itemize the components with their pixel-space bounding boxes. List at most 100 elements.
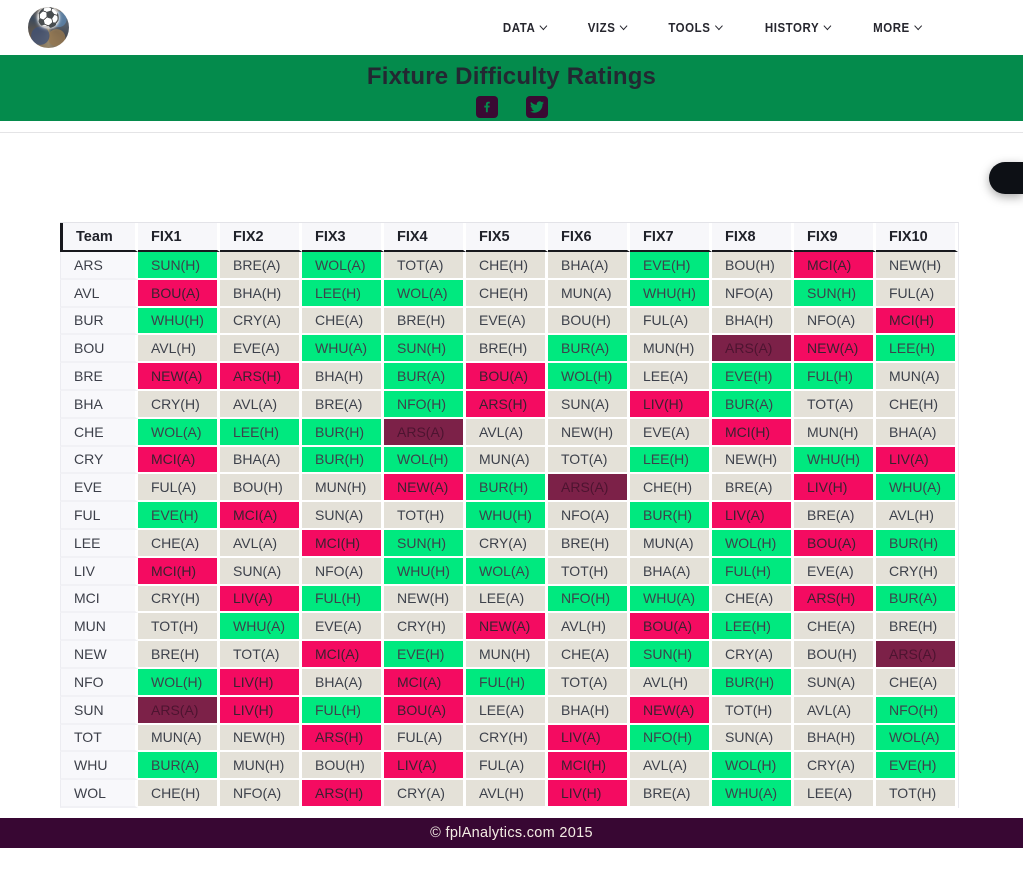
fixture-cell: AVL(A) [466,418,548,447]
table-row: FUL EVE(H) MCI(A) SUN(A) TOT(H) WHU(H) NFO(A) B… [60,502,958,530]
fixture-cell: LEE(H) [302,279,384,308]
fixture-cell: TOT(A) [794,390,876,419]
column-header-fix: FIX9 [794,223,876,252]
table-row: BHA CRY(H) AVL(A) BRE(A) NFO(H) ARS(H) SUN(A) L… [60,390,958,419]
fixture-cell: EVE(H) [876,752,958,781]
fixture-cell: EVE(H) [138,502,220,530]
fixture-cell: CRY(H) [138,390,220,419]
fixture-cell: AVL(H) [630,668,712,697]
nav-item-history[interactable]: HISTORY [765,21,832,35]
fixture-cell: BRE(H) [384,307,466,336]
team-cell: CRY [60,446,138,475]
fixture-cell: LEE(H) [712,613,794,642]
twitter-icon[interactable] [525,96,548,118]
fixture-cell: TOT(H) [384,502,466,530]
fixture-cell: BUR(H) [876,529,958,558]
fixture-cell: BRE(H) [138,641,220,669]
team-cell: BOU [60,335,138,364]
column-header-team: Team [60,223,138,252]
fixture-cell: LEE(A) [794,780,876,808]
fixture-cell: EVE(A) [630,418,712,447]
column-header-fix: FIX4 [384,223,466,252]
site-logo[interactable]: ⚽ [28,7,69,48]
fixture-cell: LIV(A) [384,752,466,781]
fixture-cell: CRY(H) [876,557,958,586]
fixture-cell: AVL(A) [220,529,302,558]
fixture-cell: BHA(A) [630,557,712,586]
fixture-cell: NEW(A) [384,474,466,503]
fixture-cell: FUL(A) [384,724,466,753]
fixture-cell: CRY(H) [138,585,220,614]
fixture-cell: LIV(A) [220,585,302,614]
social-links [0,96,1023,118]
fixture-cell: LEE(H) [220,418,302,447]
fixture-cell: LEE(H) [876,335,958,364]
nav-item-tools[interactable]: TOOLS [668,21,723,35]
fixture-cell: MCI(H) [712,418,794,447]
fixture-cell: BOU(H) [220,474,302,503]
facebook-icon[interactable] [475,96,498,118]
fixture-cell: MCI(H) [302,529,384,558]
fixture-cell: BHA(H) [302,363,384,391]
fixture-cell: WOL(H) [712,529,794,558]
fixture-cell: FUL(A) [630,307,712,336]
table-row: EVE FUL(A) BOU(H) MUN(H) NEW(A) BUR(H) ARS(A) C… [60,474,958,503]
fixture-cell: NEW(A) [138,363,220,391]
fixture-cell: BHA(A) [220,446,302,475]
fixture-cell: NEW(H) [548,418,630,447]
nav-item-data[interactable]: DATA [503,21,548,35]
fixture-cell: WOL(A) [876,724,958,753]
fixture-cell: SUN(H) [138,252,220,280]
fixture-cell: EVE(H) [712,363,794,391]
fixture-cell: TOT(A) [384,252,466,280]
fixture-cell: BHA(H) [712,307,794,336]
fixture-cell: WHU(H) [384,557,466,586]
fixture-cell: BRE(A) [630,780,712,808]
fixture-cell: CHE(A) [794,613,876,642]
fixture-cell: NFO(H) [384,390,466,419]
team-cell: EVE [60,474,138,503]
fixture-cell: BRE(H) [466,335,548,364]
fixture-cell: NEW(A) [630,696,712,725]
fixture-cell: NFO(A) [548,502,630,530]
fixture-cell: MUN(H) [630,335,712,364]
team-cell: LEE [60,529,138,558]
fixture-cell: ARS(H) [466,390,548,419]
column-header-fix: FIX10 [876,223,958,252]
fixture-cell: SUN(A) [220,557,302,586]
nav-item-more[interactable]: MORE [873,21,923,35]
fixture-cell: FUL(H) [302,696,384,725]
table-row: BUR WHU(H) CRY(A) CHE(A) BRE(H) EVE(A) BOU(H) F… [60,307,958,336]
nav-item-vizs[interactable]: VIZS [588,21,628,35]
fixture-cell: CHE(A) [302,307,384,336]
fixture-cell: SUN(H) [794,279,876,308]
fixture-cell: LIV(A) [876,446,958,475]
table-row: MCI CRY(H) LIV(A) FUL(H) NEW(H) LEE(A) NFO(H) W… [60,585,958,614]
team-cell: SUN [60,696,138,725]
page-footer: © fplAnalytics.com 2015 [0,817,1023,848]
fixture-cell: MCI(H) [138,557,220,586]
fixture-cell: BOU(A) [630,613,712,642]
fixture-cell: MCI(H) [548,752,630,781]
fixture-cell: LIV(A) [548,724,630,753]
fixture-cell: MCI(A) [302,641,384,669]
fixture-cell: ARS(A) [712,335,794,364]
fixture-difficulty-table: Team FIX1 FIX2 FIX3 FIX4 FIX5 FIX6 FIX7 FIX8 FIX9… [60,222,959,808]
team-cell: FUL [60,502,138,530]
column-header-fix: FIX7 [630,223,712,252]
fixture-cell: MUN(A) [466,446,548,475]
team-cell: AVL [60,279,138,308]
side-tab-button[interactable] [989,162,1023,194]
team-cell: WHU [60,752,138,781]
fixture-cell: CHE(H) [138,780,220,808]
fixture-cell: CRY(H) [384,613,466,642]
fixture-cell: TOT(A) [220,641,302,669]
fixture-cell: CHE(A) [876,668,958,697]
fixture-cell: CRY(A) [384,780,466,808]
table-row: BOU AVL(H) EVE(A) WHU(A) SUN(H) BRE(H) BUR(A) M… [60,335,958,364]
fixture-cell: NFO(A) [220,780,302,808]
fixture-cell: CRY(A) [794,752,876,781]
fixture-cell: SUN(H) [384,529,466,558]
fixture-cell: MUN(A) [548,279,630,308]
fixture-cell: BUR(A) [548,335,630,364]
